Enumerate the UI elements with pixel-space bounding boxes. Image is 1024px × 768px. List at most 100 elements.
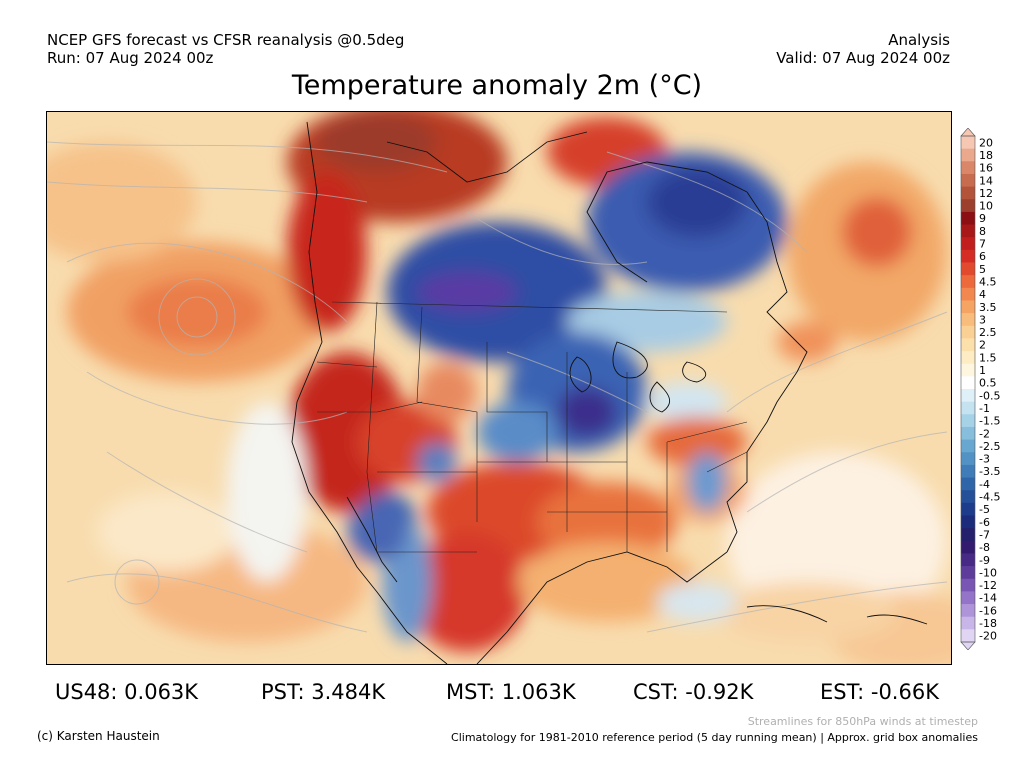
colorbar-swatch xyxy=(961,604,975,618)
colorbar-swatch xyxy=(961,426,975,441)
regional-stats: US48: 0.063K PST: 3.484K MST: 1.063K CST… xyxy=(0,679,1024,705)
colorbar-swatch xyxy=(961,464,975,479)
colorbar-swatch xyxy=(961,148,975,162)
colorbar-swatch xyxy=(961,490,975,504)
copyright: (c) Karsten Haustein xyxy=(37,729,160,743)
stat-est: EST: -0.66K xyxy=(820,680,939,704)
colorbar-label: -6 xyxy=(979,516,990,529)
colorbar-swatch xyxy=(961,262,975,276)
streamlines-note: Streamlines for 850hPa winds at timestep xyxy=(747,715,978,728)
colorbar-swatch xyxy=(961,439,975,453)
colorbar-label: 3 xyxy=(979,313,986,326)
colorbar-label: 1 xyxy=(979,364,986,377)
run-time: Run: 07 Aug 2024 00z xyxy=(47,49,214,67)
map-title: Temperature anomaly 2m (°C) xyxy=(291,70,703,101)
colorbar-swatch xyxy=(961,452,975,466)
stat-cst: CST: -0.92K xyxy=(633,680,754,704)
colorbar-label: 1.5 xyxy=(979,351,997,364)
colorbar-label: -3.5 xyxy=(979,465,1000,478)
colorbar-label: -10 xyxy=(979,566,997,579)
colorbar-swatch xyxy=(961,173,975,188)
colorbar-label: -1.5 xyxy=(979,415,1000,428)
colorbar-label: -5 xyxy=(979,503,990,516)
colorbar-svg: 201816141210987654.543.532.521.510.5-0.5… xyxy=(960,127,1000,651)
colorbar-swatch xyxy=(961,376,975,390)
valid-time: Valid: 07 Aug 2024 00z xyxy=(776,49,950,67)
colorbar-label: -7 xyxy=(979,528,990,541)
colorbar-swatch xyxy=(961,553,975,567)
streamlines xyxy=(47,141,948,633)
colorbar-swatch xyxy=(961,237,975,251)
colorbar-label: 4 xyxy=(979,288,986,301)
colorbar-swatch xyxy=(961,401,975,415)
colorbar-label: -9 xyxy=(979,554,990,567)
colorbar-swatch xyxy=(961,351,975,365)
header-left: NCEP GFS forecast vs CFSR reanalysis @0.… xyxy=(47,31,404,67)
stat-us48: US48: 0.063K xyxy=(55,680,199,704)
colorbar-swatch xyxy=(961,211,975,226)
climatology-note: Climatology for 1981-2010 reference peri… xyxy=(451,731,978,744)
colorbar-swatch xyxy=(961,528,975,542)
state-borders xyxy=(316,301,748,553)
colorbar-legend: 20 18 16 14 12 10 9 8 7 6 5 4.5 4 3.5 3 2.5 2 1.5 1 0.5 -0.5… xyxy=(959,127,1019,651)
colorbar-label: -1 xyxy=(979,402,990,415)
colorbar-label: 16 xyxy=(979,162,993,175)
colorbar-label: 3.5 xyxy=(979,301,997,314)
colorbar-label: 6 xyxy=(979,250,986,263)
colorbar-swatch xyxy=(961,578,975,592)
colorbar-label: 2 xyxy=(979,339,986,352)
colorbar-label: 20 xyxy=(979,136,993,149)
colorbar-label: 4.5 xyxy=(979,275,997,288)
colorbar-label: -16 xyxy=(979,604,997,617)
colorbar-bottom-arrow xyxy=(960,641,976,651)
colorbar-top-arrow xyxy=(960,127,976,137)
colorbar-label: 7 xyxy=(979,238,986,251)
colorbar-label: 2.5 xyxy=(979,326,997,339)
colorbar-label: -0.5 xyxy=(979,389,1000,402)
colorbar-frame xyxy=(960,135,976,643)
colorbar-label: -2 xyxy=(979,427,990,440)
colorbar-swatch xyxy=(961,224,975,238)
colorbar-label: -14 xyxy=(979,592,997,605)
colorbar-swatch xyxy=(961,186,975,200)
colorbar-label: -4 xyxy=(979,478,990,491)
colorbar-label: -18 xyxy=(979,617,997,630)
colorbar-label: 8 xyxy=(979,225,986,238)
colorbar-label: -3 xyxy=(979,453,990,466)
anomaly-map-svg xyxy=(47,112,951,664)
colorbar-label: -2.5 xyxy=(979,440,1000,453)
colorbar-label: 18 xyxy=(979,149,993,162)
colorbar-swatch xyxy=(961,477,975,491)
colorbar-swatch xyxy=(961,249,975,263)
colorbar-label: 5 xyxy=(979,263,986,276)
colorbar-swatch xyxy=(961,502,975,516)
colorbar-label: 0.5 xyxy=(979,377,997,390)
colorbar-swatch xyxy=(961,287,975,301)
colorbar-swatch xyxy=(961,363,975,377)
colorbar-swatch xyxy=(961,515,975,529)
colorbar-label: 14 xyxy=(979,174,993,187)
colorbar-label: -12 xyxy=(979,579,997,592)
model-description: NCEP GFS forecast vs CFSR reanalysis @0.… xyxy=(47,31,405,49)
colorbar-swatch xyxy=(961,275,975,289)
colorbar-swatch xyxy=(961,616,975,630)
colorbar-swatch xyxy=(961,300,975,314)
colorbar-swatch xyxy=(961,161,975,175)
colorbar-swatch xyxy=(961,136,975,150)
colorbar-label: -20 xyxy=(979,630,997,643)
colorbar-swatch xyxy=(961,629,975,643)
colorbar-swatch xyxy=(961,199,975,213)
colorbar-label: 9 xyxy=(979,212,986,225)
stat-mst: MST: 1.063K xyxy=(446,680,576,704)
colorbar-swatch xyxy=(961,566,975,580)
stat-pst: PST: 3.484K xyxy=(261,680,386,704)
colorbar-swatch xyxy=(961,313,975,327)
colorbar-label: -4.5 xyxy=(979,491,1000,504)
colorbar-label: 12 xyxy=(979,187,993,200)
colorbar-label: 10 xyxy=(979,200,993,213)
colorbar-swatch xyxy=(961,540,975,554)
colorbar-swatch xyxy=(961,325,975,339)
colorbar-swatch xyxy=(961,414,975,428)
analysis-label: Analysis xyxy=(888,31,950,49)
colorbar-swatch xyxy=(961,338,975,352)
